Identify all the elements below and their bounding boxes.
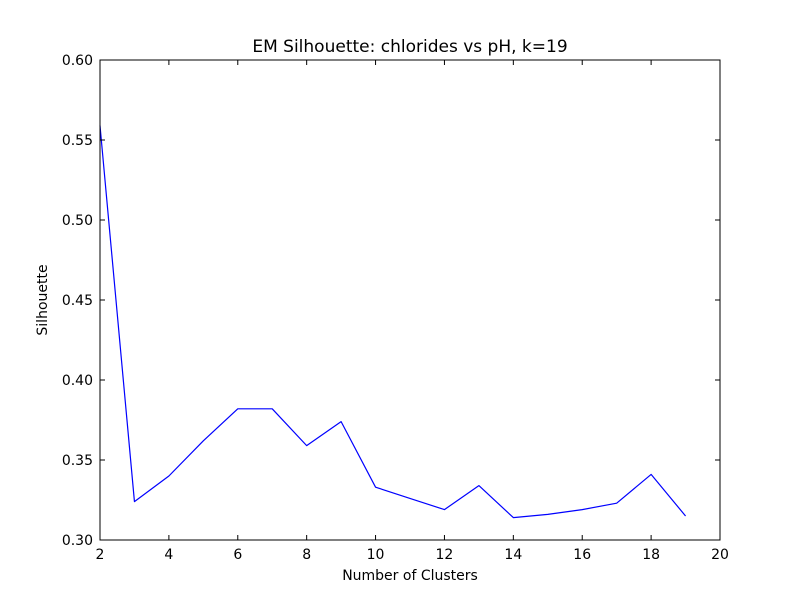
x-tick-label: 20 <box>711 547 729 563</box>
x-tick-label: 18 <box>642 547 660 563</box>
x-tick-label: 10 <box>367 547 385 563</box>
x-tick-label: 12 <box>436 547 454 563</box>
y-tick-label: 0.55 <box>62 133 93 149</box>
y-tick-label: 0.40 <box>62 373 93 389</box>
y-tick-label: 0.30 <box>62 533 93 549</box>
y-axis-label: Silhouette <box>35 264 51 335</box>
x-tick-label: 14 <box>504 547 522 563</box>
series-line-0 <box>99 125 687 519</box>
x-tick-label: 6 <box>233 547 242 563</box>
x-axis-label: Number of Clusters <box>342 568 478 584</box>
y-tick-label: 0.60 <box>62 53 93 69</box>
y-tick-label: 0.45 <box>62 293 93 309</box>
y-tick-label: 0.50 <box>62 213 93 229</box>
y-tick-label: 0.35 <box>62 453 93 469</box>
chart-title: EM Silhouette: chlorides vs pH, k=19 <box>252 37 567 57</box>
x-tick-label: 4 <box>164 547 173 563</box>
plot-area: 2 4 6 8 10 12 14 16 18 20 0.30 0.35 0.40 0.45 0.50 0.55… <box>62 53 729 563</box>
x-tick-label: 8 <box>302 547 311 563</box>
x-tick-label: 16 <box>573 547 591 563</box>
x-tick-label: 2 <box>96 547 105 563</box>
